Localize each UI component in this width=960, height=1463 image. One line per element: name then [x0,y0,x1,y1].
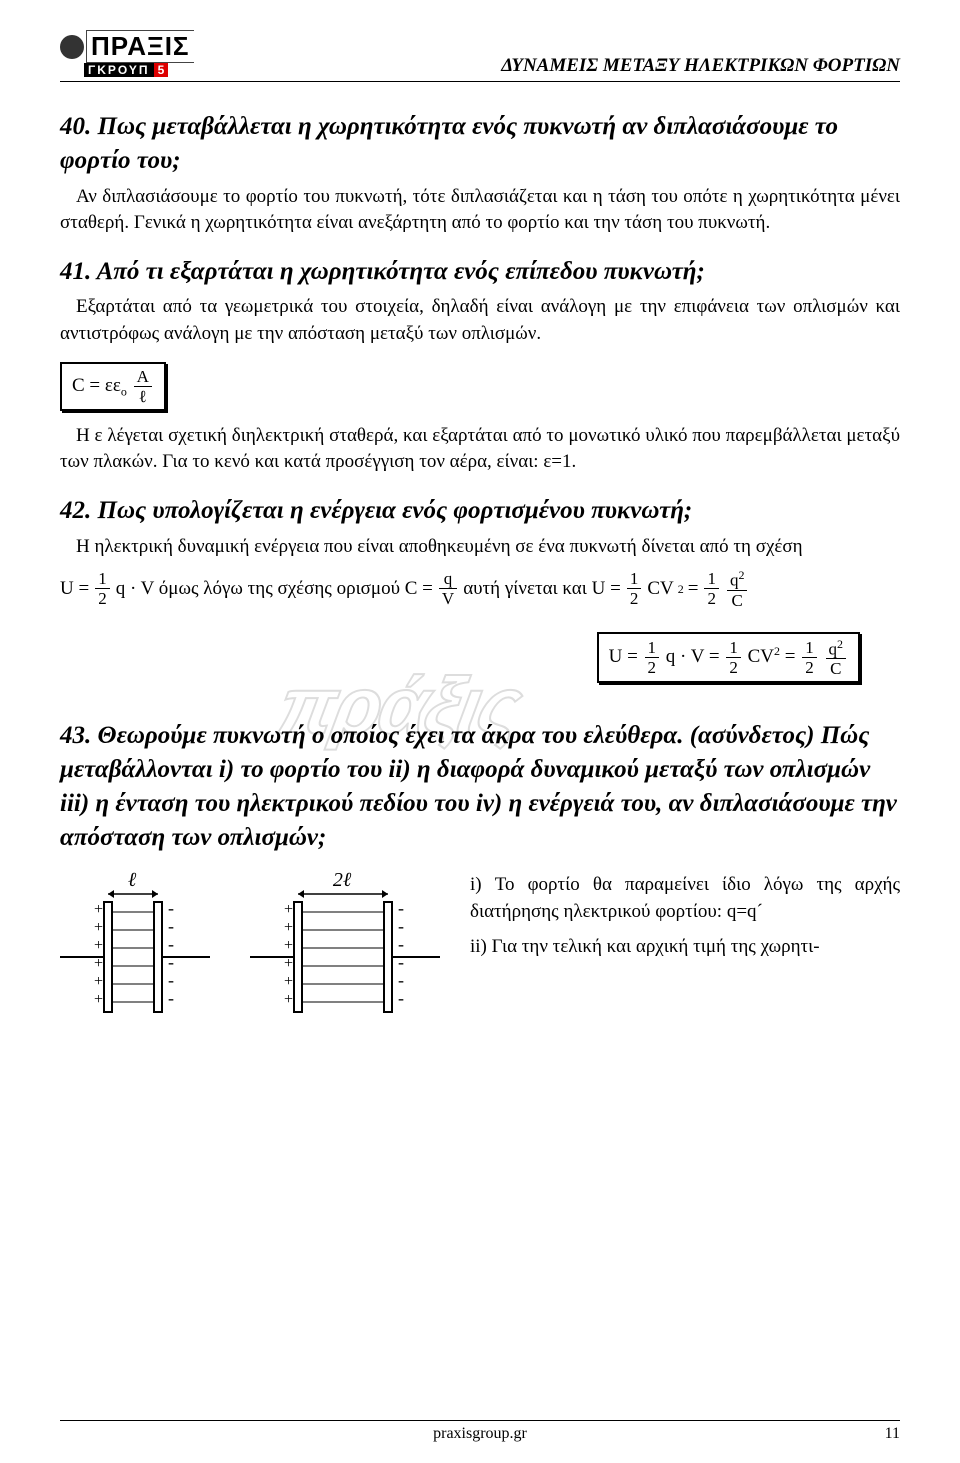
svg-text:+: + [284,991,293,1008]
frac-q-over-v: qV [439,570,457,607]
svg-text:+: + [284,937,293,954]
svg-text:+: + [284,919,293,936]
svg-text:-: - [398,898,404,918]
question-41-answer-1: Εξαρτάται από τα γεωμετρικά του στοιχεία… [60,294,900,347]
svg-text:-: - [168,988,174,1008]
answer-43-i: i) Το φορτίο θα παραμείνει ίδιο λόγω της… [470,872,900,925]
svg-text:2ℓ: 2ℓ [333,872,352,891]
svg-text:-: - [398,970,404,990]
svg-text:+: + [94,901,103,918]
capacitor-diagram-2: 2ℓ + + + + + + - - [250,872,440,1022]
page-title: ΔΥΝΑΜΕΙΣ ΜΕΤΑΞΥ ΗΛΕΚΤΡΙΚΩΝ ΦΟΡΤΙΩΝ [501,55,900,77]
frac-half-3: 12 [704,570,719,607]
question-42-derivation: U = 12 q · V όμως λόγω της σχέσης ορισμο… [60,566,900,612]
logo: ΠΡΑΞΙΣ ΓΚΡΟΥΠ 5 [60,30,194,77]
svg-text:-: - [168,952,174,972]
svg-text:-: - [168,898,174,918]
svg-text:+: + [94,955,103,972]
svg-text:-: - [398,916,404,936]
energy-formula-box: U = 12 q · V = 12 CV2 = 12 q2C [597,632,860,684]
svg-text:-: - [398,988,404,1008]
question-41-answer-2: Η ε λέγεται σχετική διηλεκτρική σταθερά,… [60,423,900,476]
question-42-heading: 42. Πως υπολογίζεται η ενέργεια ενός φορ… [60,494,900,528]
question-40-answer: Αν διπλασιάσουμε το φορτίο του πυκνωτή, … [60,184,900,237]
svg-text:+: + [94,937,103,954]
footer-center: praxisgroup.gr [433,1425,527,1443]
svg-text:+: + [94,919,103,936]
svg-text:-: - [168,970,174,990]
question-43-heading: 43. Θεωρούμε πυκνωτή ο οποίος έχει τα άκ… [60,719,900,854]
logo-main-text: ΠΡΑΞΙΣ [86,30,194,63]
frac-half-1: 12 [95,570,110,607]
frac-q2-over-c: q2C [727,569,748,609]
logo-sub-text: ΓΚΡΟΥΠ [84,63,154,77]
svg-text:+: + [284,973,293,990]
frac-half-2: 12 [627,570,642,607]
logo-face-icon [60,35,84,59]
capacitance-formula-box: C = εεo A ℓ [60,362,166,411]
page-header: ΠΡΑΞΙΣ ΓΚΡΟΥΠ 5 ΔΥΝΑΜΕΙΣ ΜΕΤΑΞΥ ΗΛΕΚΤΡΙΚ… [60,30,900,82]
svg-text:-: - [398,952,404,972]
logo-badge: 5 [154,63,169,77]
page-footer: praxisgroup.gr 11 [60,1420,900,1443]
svg-text:+: + [284,955,293,972]
formula-sub: o [121,384,127,398]
answer-43-ii: ii) Για την τελική και αρχική τιμή της χ… [470,934,900,961]
svg-text:+: + [94,973,103,990]
svg-text:ℓ: ℓ [128,872,137,891]
svg-text:+: + [284,901,293,918]
formula-fraction: A ℓ [134,368,152,405]
capacitor-diagram-1: ℓ + + + [60,872,210,1022]
formula-lhs: C = εε [72,374,121,395]
svg-text:+: + [94,991,103,1008]
question-42-intro: Η ηλεκτρική δυναμική ενέργεια που είναι … [60,534,900,561]
svg-text:-: - [168,916,174,936]
question-41-heading: 41. Από τι εξαρτάται η χωρητικότητα ενός… [60,255,900,289]
svg-text:-: - [398,934,404,954]
footer-pagenum: 11 [885,1425,900,1443]
svg-text:-: - [168,934,174,954]
question-40-heading: 40. Πως μεταβάλλεται η χωρητικότητα ενός… [60,110,900,178]
